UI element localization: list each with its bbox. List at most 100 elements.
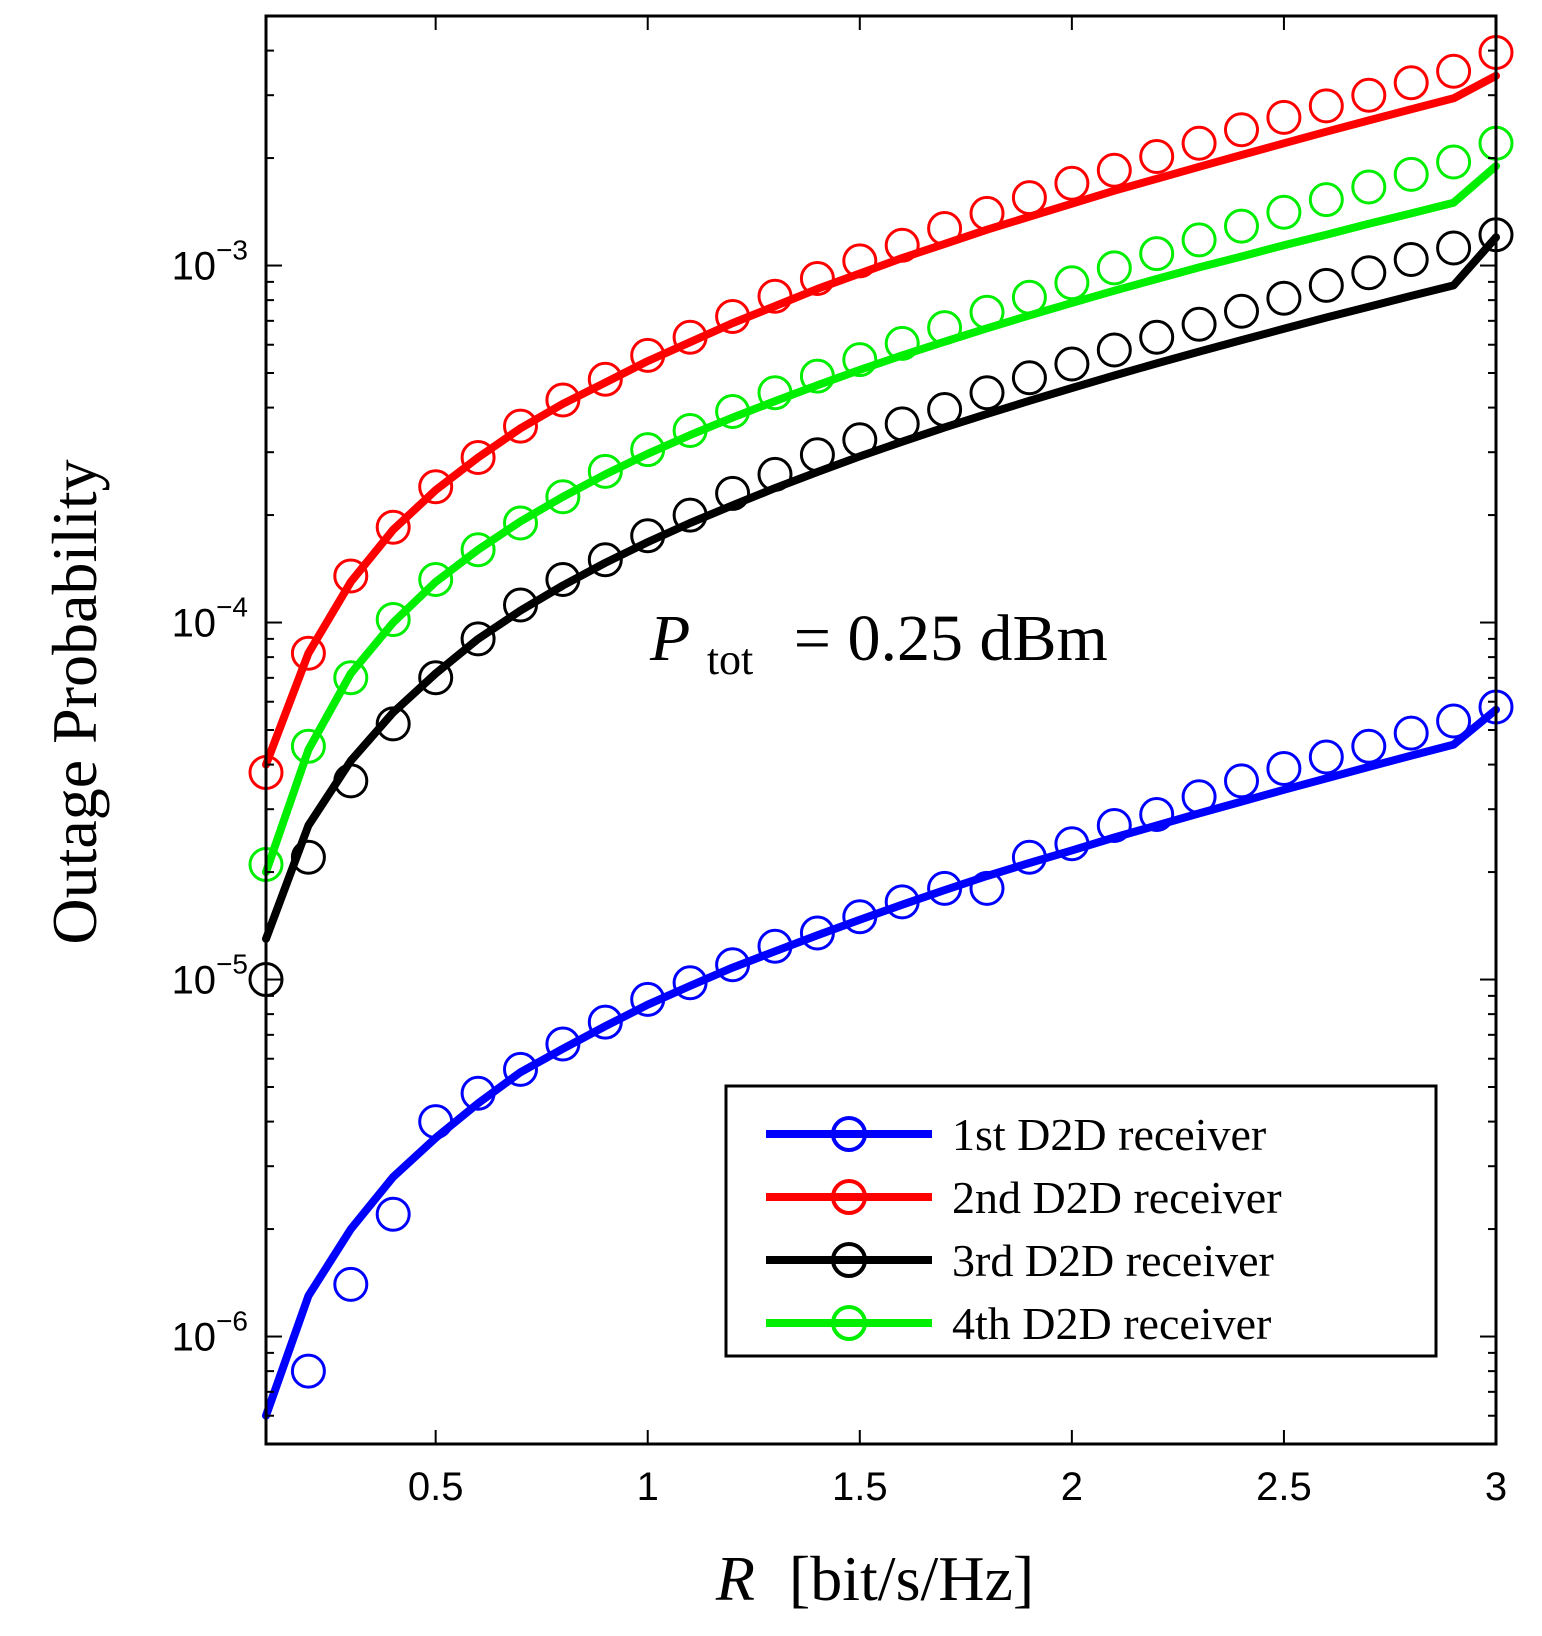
series-3-marker <box>1139 319 1175 355</box>
series-4-marker <box>460 532 496 568</box>
y-tick-label: 10−3 <box>172 235 248 289</box>
series-2-marker <box>1054 165 1090 201</box>
series-4-marker <box>1139 236 1175 272</box>
series-4-marker <box>884 325 920 361</box>
axis-ticks-layer: 0.5 1 1.5 2 2.5 3 10−6 10−5 10−4 10−3 <box>172 15 1507 1509</box>
series-4-marker <box>1224 208 1259 244</box>
series-2-marker <box>1139 139 1175 174</box>
series-2-marker <box>1436 53 1472 89</box>
plot-data-layer <box>248 35 1514 1420</box>
y-tick-label: 10−6 <box>172 1306 248 1360</box>
series-3-marker <box>884 406 920 442</box>
series-2-marker <box>1266 99 1302 135</box>
series-3-marker <box>672 497 708 533</box>
series-2-marker <box>418 469 454 505</box>
series-4-marker <box>1436 144 1472 180</box>
x-tick-label: 2.5 <box>1256 1465 1312 1509</box>
series-2-marker <box>1011 180 1047 216</box>
series-1-marker <box>630 981 666 1017</box>
series-3-marker <box>1054 346 1090 382</box>
legend-marker-2 <box>831 1179 867 1215</box>
series-3-marker <box>1393 242 1429 277</box>
series-1-marker <box>1351 728 1387 764</box>
series-3-marker <box>1308 267 1344 303</box>
series-3-marker <box>1436 230 1472 266</box>
series-4-marker <box>715 394 751 429</box>
series-3-marker <box>1224 293 1259 329</box>
series-2-marker <box>333 558 369 594</box>
x-tick-label: 0.5 <box>408 1465 464 1509</box>
series-2-marker <box>503 408 538 444</box>
legend-label-3: 3rd D2D receiver <box>952 1235 1274 1286</box>
series-2-marker <box>375 509 411 545</box>
series-3-marker <box>715 475 751 511</box>
series-3-marker <box>587 542 623 578</box>
series-1-marker <box>757 928 793 964</box>
series-3-marker <box>503 587 538 623</box>
series-1-marker <box>333 1266 369 1302</box>
series-2-marker <box>630 337 666 373</box>
series-2-marker <box>672 319 708 355</box>
series-4-marker <box>1054 265 1090 301</box>
legend-label-2: 2nd D2D receiver <box>952 1172 1282 1223</box>
series-4-marker <box>418 562 454 597</box>
x-tick-label: 3 <box>1485 1465 1507 1509</box>
y-tick-label: 10−5 <box>172 949 248 1003</box>
series-1-marker <box>927 870 963 906</box>
series-1-marker <box>1436 703 1472 739</box>
x-axis-unit: [bit/s/Hz] <box>789 1543 1034 1614</box>
x-axis-title: R [bit/s/Hz] <box>715 1543 1034 1614</box>
legend: 1st D2D receiver 2nd D2D receiver 3rd D2D … <box>724 1084 1438 1358</box>
series-4-marker <box>375 602 411 637</box>
x-tick-label: 1.5 <box>832 1465 888 1509</box>
series-4-marker <box>799 358 835 394</box>
series-2-marker <box>842 243 878 279</box>
series-4-marker <box>587 453 623 489</box>
series-3-marker <box>757 456 793 492</box>
series-4-marker <box>969 294 1005 330</box>
series-3-marker <box>418 660 454 696</box>
series-3-marker <box>1096 332 1132 368</box>
series-2-marker <box>1393 65 1429 101</box>
annotation-value: = 0.25 dBm <box>794 602 1108 675</box>
series-2-line <box>262 71 1500 769</box>
series-4-marker <box>1351 169 1387 205</box>
series-3-marker <box>290 839 326 875</box>
series-3-marker <box>969 375 1005 411</box>
series-1-marker <box>672 965 708 1001</box>
y-tick-label: 10−4 <box>172 592 248 646</box>
series-2-marker <box>757 278 793 314</box>
annotation-variable: P <box>649 602 690 675</box>
series-3-marker <box>1011 360 1047 396</box>
series-1-marker <box>375 1196 411 1232</box>
series-4-marker <box>842 342 878 378</box>
series-2-marker <box>884 227 920 263</box>
series-2-marker <box>545 382 581 418</box>
series-3-marker <box>1351 255 1387 291</box>
series-1-marker <box>884 884 920 920</box>
series-2-marker <box>969 195 1005 231</box>
series-1-marker <box>1011 839 1047 875</box>
series-1-marker <box>460 1075 496 1111</box>
series-3-line <box>262 233 1500 943</box>
series-2-marker <box>1351 77 1387 113</box>
series-1-marker <box>503 1051 538 1087</box>
series-1-marker <box>969 870 1005 906</box>
series-3-marker <box>460 621 496 657</box>
series-1-marker <box>1054 826 1090 862</box>
series-1-marker <box>1096 808 1132 843</box>
series-3-marker <box>333 763 369 799</box>
series-1-marker <box>290 1353 326 1389</box>
series-4-marker <box>1393 156 1429 192</box>
series-4-marker <box>503 505 538 541</box>
power-annotation: P tot = 0.25 dBm <box>649 602 1108 689</box>
series-4-marker <box>672 413 708 448</box>
series-4-marker <box>630 432 666 468</box>
series-4-marker <box>1266 194 1302 230</box>
series-1-marker <box>1266 751 1302 786</box>
series-2-marker <box>715 299 751 334</box>
series-4-marker <box>757 375 793 411</box>
series-1-marker <box>1181 779 1217 815</box>
series-1-marker <box>1224 763 1259 799</box>
